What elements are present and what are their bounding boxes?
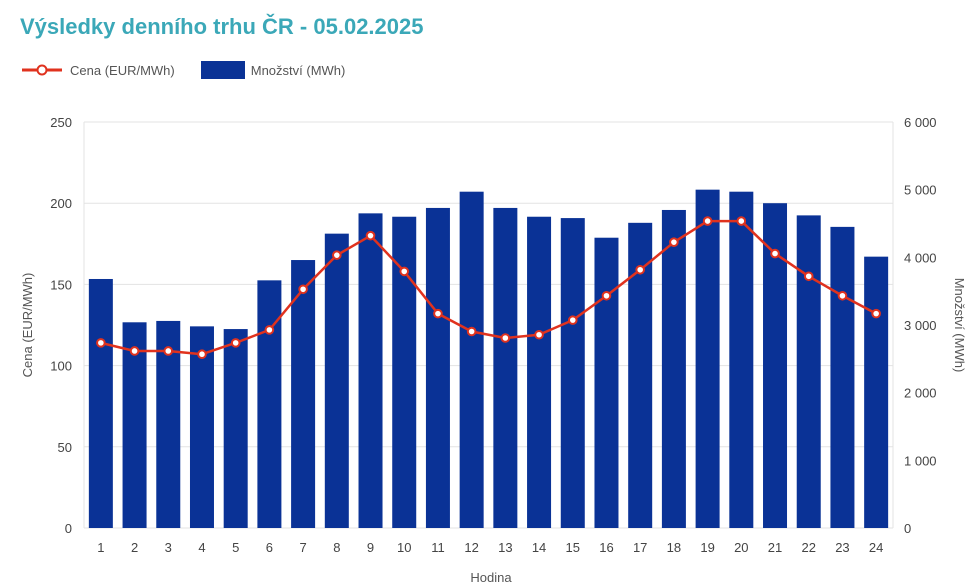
x-tick-label: 20 — [734, 540, 748, 555]
bar-layer — [88, 189, 889, 529]
price-point — [702, 216, 713, 226]
x-tick-label: 13 — [498, 540, 512, 555]
price-point — [129, 346, 140, 356]
bar — [425, 207, 450, 529]
price-point — [770, 248, 780, 259]
price-point — [871, 308, 881, 319]
bar — [796, 215, 821, 528]
bar — [493, 207, 518, 529]
price-point — [803, 271, 814, 282]
x-tick-label: 3 — [165, 540, 172, 555]
y-right-tick-label: 2 000 — [904, 386, 937, 401]
legend-label-quantity: Množství (MWh) — [250, 62, 346, 78]
x-tick-label: 15 — [566, 540, 580, 555]
price-point — [230, 338, 241, 348]
grid-layer — [83, 121, 894, 529]
chart-title: Výsledky denního trhu ČR - 05.02.2025 — [20, 14, 424, 39]
bar — [189, 326, 214, 528]
y-right-tick-label: 4 000 — [904, 250, 937, 265]
bar — [560, 218, 585, 528]
price-point — [163, 346, 174, 356]
x-tick-label: 2 — [131, 540, 138, 555]
x-tick-label: 17 — [633, 540, 647, 555]
x-tick-label: 4 — [198, 540, 205, 555]
x-axis-title: Hodina — [470, 570, 512, 585]
bar — [661, 209, 686, 528]
price-point — [567, 315, 578, 325]
legend-bar-swatch-icon — [200, 61, 245, 79]
y-right-tick-label: 0 — [904, 521, 911, 536]
bar — [223, 329, 248, 528]
price-point — [466, 326, 477, 337]
bar — [594, 237, 619, 528]
price-point — [500, 333, 511, 343]
bar — [88, 278, 113, 528]
bar — [358, 213, 383, 528]
bar — [729, 191, 754, 529]
y-left-tick-label: 50 — [58, 440, 72, 455]
bar — [695, 189, 720, 528]
legend-item-quantity[interactable]: Množství (MWh) — [200, 61, 346, 79]
price-point — [534, 329, 544, 340]
price-point — [399, 266, 410, 277]
bar — [291, 260, 316, 528]
price-point — [197, 349, 207, 360]
y-axis-left-title: Cena (EUR/MWh) — [20, 273, 35, 378]
y-right-tick-label: 5 000 — [904, 183, 937, 198]
legend-item-price[interactable]: Cena (EUR/MWh) — [20, 60, 175, 80]
price-point — [837, 290, 848, 301]
x-tick-label: 9 — [367, 540, 374, 555]
x-tick-label: 10 — [397, 540, 411, 555]
tick-layer: 0 50 100 150 200 250 0 1 000 2 000 3 000 4 000 5 00… — [50, 115, 936, 555]
price-point — [96, 338, 106, 348]
x-tick-label: 23 — [835, 540, 849, 555]
price-point — [601, 290, 612, 301]
price-point — [298, 284, 308, 295]
x-tick-label: 1 — [97, 540, 104, 555]
x-tick-label: 18 — [667, 540, 681, 555]
x-tick-label: 14 — [532, 540, 546, 555]
y-left-tick-label: 100 — [50, 359, 72, 374]
bar — [830, 226, 855, 528]
bar — [122, 322, 147, 528]
legend-label-price: Cena (EUR/MWh) — [70, 62, 175, 78]
y-axis-right-title: Množství (MWh) — [952, 278, 967, 373]
x-tick-label: 16 — [599, 540, 613, 555]
x-tick-label: 22 — [801, 540, 815, 555]
price-line — [100, 219, 877, 356]
bar — [527, 216, 552, 528]
price-point — [669, 237, 679, 247]
x-tick-label: 8 — [333, 540, 340, 555]
y-left-tick-label: 0 — [65, 521, 72, 536]
chart-legend: Cena (EUR/MWh) Množství (MWh) — [20, 60, 371, 80]
y-right-tick-label: 6 000 — [904, 115, 937, 130]
bar — [459, 191, 484, 529]
y-right-tick-label: 1 000 — [904, 453, 937, 468]
x-tick-label: 11 — [431, 540, 445, 555]
x-tick-label: 24 — [869, 540, 883, 555]
price-point — [365, 230, 376, 241]
x-tick-label: 12 — [464, 540, 478, 555]
x-tick-label: 7 — [299, 540, 306, 555]
x-tick-label: 19 — [700, 540, 714, 555]
price-point — [264, 325, 275, 335]
x-tick-label: 5 — [232, 540, 239, 555]
bar — [257, 280, 282, 528]
price-point — [433, 308, 443, 319]
x-tick-label: 6 — [266, 540, 273, 555]
y-left-tick-label: 150 — [50, 277, 72, 292]
x-tick-label: 21 — [768, 540, 782, 555]
y-left-tick-label: 250 — [50, 115, 72, 130]
line-layer — [96, 216, 881, 360]
price-point — [332, 250, 342, 260]
legend-line-marker-icon — [22, 64, 62, 76]
bar — [864, 256, 889, 528]
y-right-tick-label: 3 000 — [904, 318, 937, 333]
bar — [324, 233, 349, 528]
price-point — [635, 264, 645, 275]
y-left-tick-label: 200 — [50, 196, 72, 211]
price-point — [736, 216, 747, 226]
